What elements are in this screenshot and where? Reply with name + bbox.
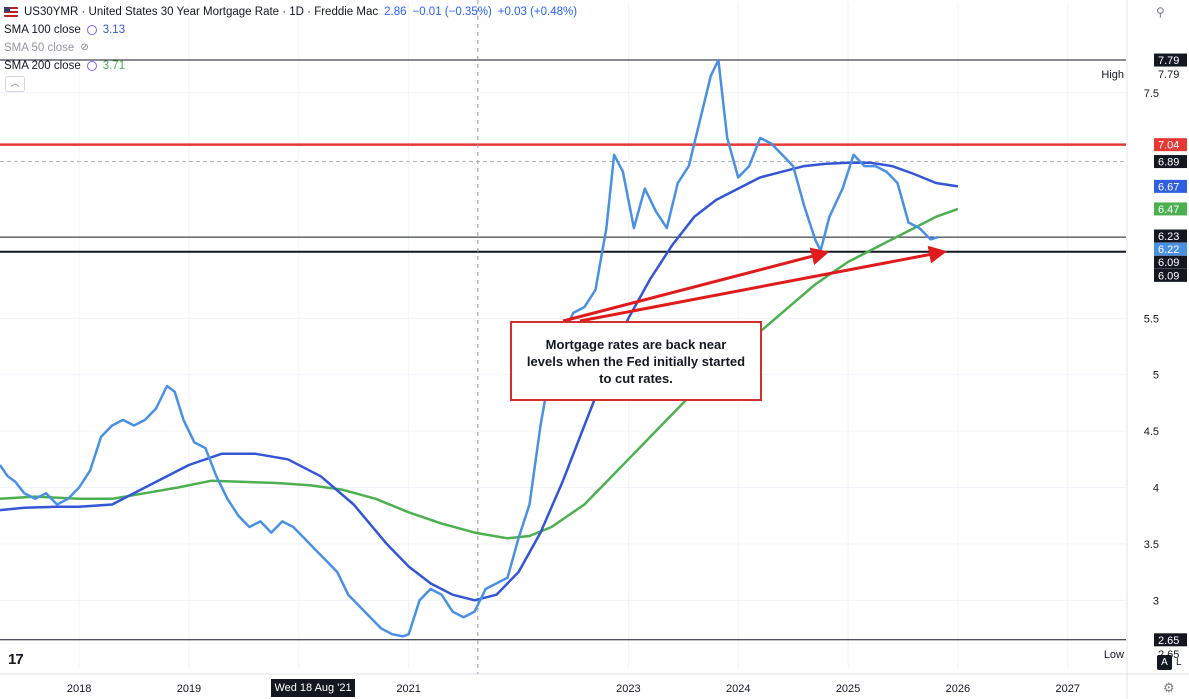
extra-change-value: +0.03 (+0.48%) — [497, 6, 578, 18]
price-label-bg — [1154, 138, 1187, 152]
indicator-label: SMA 200 close — [4, 60, 81, 72]
price-label: 6.89 — [1158, 157, 1179, 169]
price-label-bg — [1154, 229, 1187, 243]
y-tick-label: 5.5 — [1144, 313, 1159, 325]
sma100-line — [0, 161, 959, 602]
log-scale-button[interactable]: L — [1176, 657, 1182, 668]
crosshair-date-label: Wed 18 Aug '21 — [271, 679, 355, 697]
price-label: 6.47 — [1158, 204, 1179, 216]
price-label-bg — [1154, 53, 1187, 67]
chart-settings-icon[interactable]: ⚲ — [1156, 5, 1165, 19]
tradingview-logo[interactable]: 17 — [8, 651, 24, 668]
annotation-text: Mortgage rates are back near levels when… — [526, 336, 746, 386]
x-tick-label: 2027 — [1056, 683, 1080, 695]
indicator-sma50[interactable]: SMA 50 close ⊘ — [4, 39, 577, 57]
sma200-line — [0, 207, 959, 540]
annotation-arrow — [579, 245, 947, 323]
price-label-bg — [1154, 242, 1187, 256]
y-tick-label: 4.5 — [1144, 426, 1159, 438]
price-label: 6.09 — [1158, 270, 1179, 282]
annotation-arrow — [562, 247, 830, 323]
annotation-box[interactable]: Mortgage rates are back near levels when… — [510, 321, 762, 401]
price-label-bg — [1154, 268, 1187, 282]
x-tick-label: 2021 — [396, 683, 420, 695]
price-label: 6.67 — [1158, 181, 1179, 193]
price-label-bg — [1154, 255, 1187, 269]
collapse-legend-button[interactable]: ︿ — [5, 76, 25, 92]
price-label-bg — [1154, 155, 1187, 169]
chart-legend: US30YMR · United States 30 Year Mortgage… — [4, 3, 577, 75]
price-label: 7.79 — [1158, 55, 1179, 67]
y-tick-label: 7.5 — [1144, 88, 1159, 100]
y-tick-label: 3 — [1153, 595, 1159, 607]
x-tick-label: 2023 — [616, 683, 640, 695]
price-label: 6.23 — [1158, 231, 1179, 243]
price-label-tag: Low — [1104, 649, 1124, 661]
x-tick-label: 2026 — [946, 683, 970, 695]
y-tick-label: 3.5 — [1144, 539, 1159, 551]
y-tick-label: 4 — [1153, 483, 1159, 495]
indicator-sma200[interactable]: SMA 200 close 3.71 — [4, 57, 577, 75]
gear-icon[interactable]: ⚙ — [1163, 680, 1175, 695]
indicator-value: 3.13 — [102, 24, 126, 36]
x-tick-label: 2018 — [67, 683, 91, 695]
indicator-settings-icon[interactable] — [86, 25, 97, 35]
price-label-bg — [1154, 202, 1187, 216]
eye-hidden-icon[interactable]: ⊘ — [80, 42, 89, 53]
price-label: 7.04 — [1158, 140, 1179, 152]
symbol-title[interactable]: US30YMR · United States 30 Year Mortgage… — [24, 6, 379, 18]
change-value: −0.01 (−0.35%) — [412, 6, 492, 18]
price-label: 6.09 — [1158, 257, 1179, 269]
x-tick-label: 2024 — [726, 683, 750, 695]
price-label: 7.79 — [1158, 69, 1179, 81]
price-line — [0, 58, 939, 638]
indicator-sma100[interactable]: SMA 100 close 3.13 — [4, 21, 577, 39]
indicator-label: SMA 100 close — [4, 24, 81, 36]
auto-scale-button[interactable]: A — [1157, 655, 1172, 670]
price-label: 6.22 — [1158, 244, 1179, 256]
indicator-value: 3.71 — [102, 60, 126, 72]
price-label-bg — [1154, 179, 1187, 193]
indicator-settings-icon[interactable] — [86, 61, 97, 71]
last-value: 2.86 — [384, 6, 407, 18]
y-tick-label: 5 — [1153, 370, 1159, 382]
price-label-bg — [1154, 633, 1187, 647]
legend-title-row: US30YMR · United States 30 Year Mortgage… — [4, 3, 577, 21]
indicator-label: SMA 50 close — [4, 42, 75, 54]
x-tick-label: 2019 — [177, 683, 201, 695]
x-tick-label: 2025 — [836, 683, 860, 695]
price-label: 2.65 — [1158, 635, 1179, 647]
us-flag-icon — [4, 7, 18, 17]
price-label-tag: High — [1101, 69, 1124, 81]
price-label-bg — [1154, 67, 1187, 81]
